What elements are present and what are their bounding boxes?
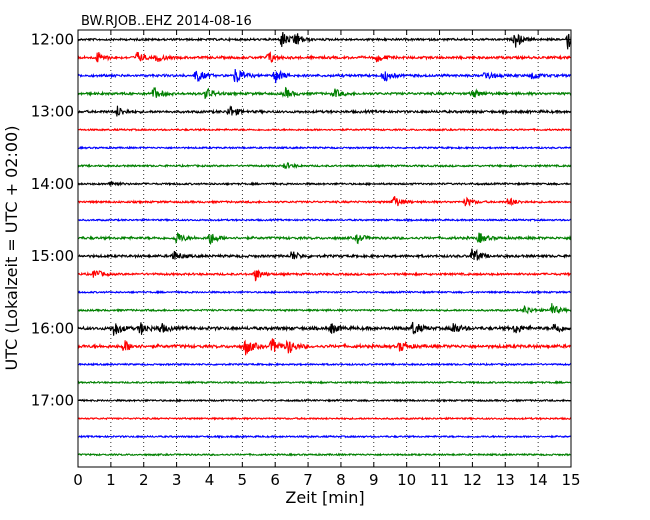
tick-layer: 0 1 2 3 4 5 6 7 8 9 10 11 12 13 14 1512:0013:0014:0015:… xyxy=(31,30,581,489)
chart-title: BW.RJOB..EHZ 2014-08-16 xyxy=(81,14,252,29)
seismogram-trace xyxy=(77,452,572,457)
seismogram-trace xyxy=(77,380,572,385)
plot-frame xyxy=(77,29,572,468)
seismogram-trace xyxy=(77,86,572,100)
seismogram-trace xyxy=(77,162,572,170)
x-tick-label: 0 xyxy=(73,471,83,489)
x-tick-label: 7 xyxy=(303,471,313,489)
seismogram-trace xyxy=(77,127,572,132)
seismogram-trace xyxy=(77,145,572,150)
grid-layer xyxy=(110,30,539,467)
seismogram-trace xyxy=(77,231,572,245)
x-axis-label: Zeit [min] xyxy=(285,488,364,507)
x-tick-label: 9 xyxy=(369,471,379,489)
x-tick-label: 4 xyxy=(205,471,215,489)
x-tick-label: 10 xyxy=(397,471,416,489)
x-tick-label: 8 xyxy=(336,471,346,489)
x-tick-label: 15 xyxy=(561,471,580,489)
seismogram-trace xyxy=(77,217,572,223)
y-tick-label: 17:00 xyxy=(31,392,74,410)
x-tick-label: 5 xyxy=(238,471,248,489)
seismogram-trace xyxy=(77,289,572,295)
trace-layer xyxy=(77,31,572,457)
y-axis-label: UTC (Lokalzeit = UTC + 02:00) xyxy=(2,126,21,371)
x-tick-label: 3 xyxy=(172,471,182,489)
seismogram-trace xyxy=(77,362,572,367)
seismogram-trace xyxy=(77,105,572,117)
seismogram-trace xyxy=(77,434,572,439)
seismogram-trace xyxy=(77,196,572,207)
x-tick-label: 13 xyxy=(496,471,515,489)
seismogram-trace xyxy=(77,303,572,315)
y-tick-label: 12:00 xyxy=(31,31,74,49)
x-tick-label: 2 xyxy=(139,471,149,489)
seismogram-trace xyxy=(77,416,572,421)
y-tick-label: 13:00 xyxy=(31,103,74,121)
y-tick-label: 15:00 xyxy=(31,247,74,265)
seismogram-trace xyxy=(77,398,572,403)
y-tick-label: 16:00 xyxy=(31,319,74,337)
x-tick-label: 6 xyxy=(270,471,280,489)
seismogram-trace xyxy=(77,180,572,187)
seismogram-trace xyxy=(77,51,572,64)
x-tick-label: 1 xyxy=(106,471,116,489)
x-tick-label: 11 xyxy=(430,471,449,489)
x-tick-label: 12 xyxy=(463,471,482,489)
seismogram-trace xyxy=(77,338,572,356)
x-tick-label: 14 xyxy=(529,471,548,489)
seismogram-trace xyxy=(77,31,572,50)
seismogram-trace xyxy=(77,248,572,261)
y-tick-label: 14:00 xyxy=(31,175,74,193)
seismogram-trace xyxy=(77,269,571,282)
seismogram-trace xyxy=(77,321,572,336)
seismogram-trace xyxy=(77,68,572,84)
